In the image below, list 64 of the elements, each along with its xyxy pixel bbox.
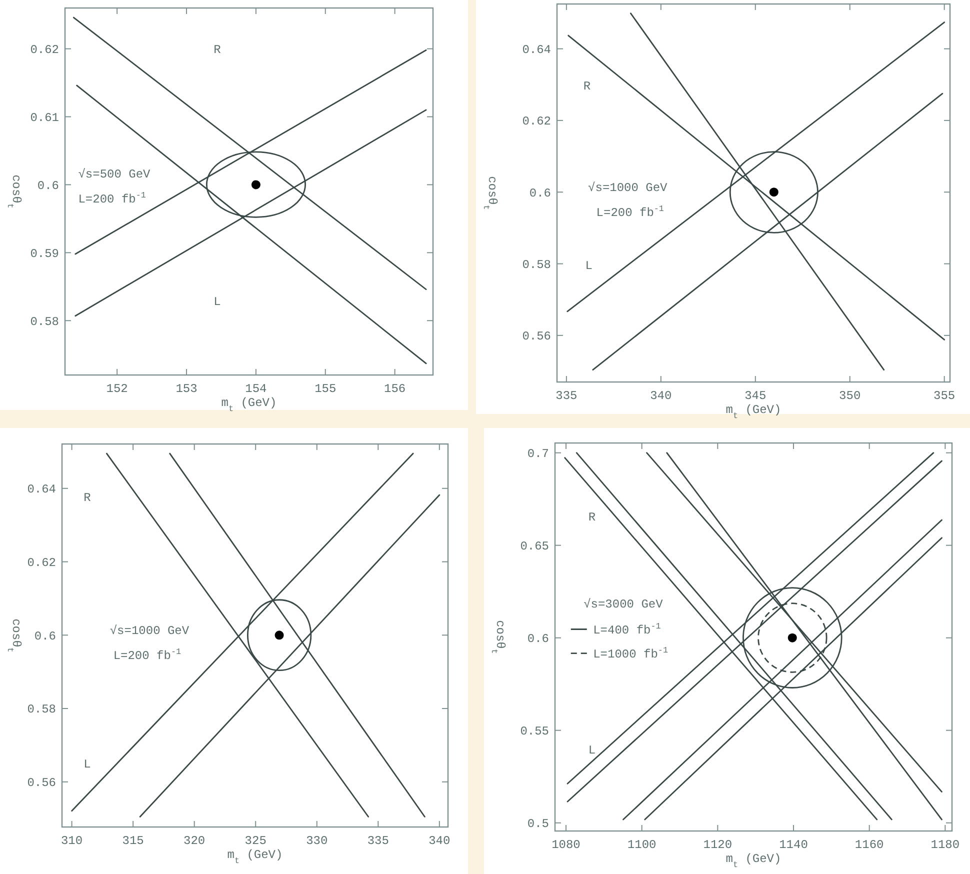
x-tick-label: 154 bbox=[245, 382, 267, 396]
annotation: L=200 fb$^{-1}$ bbox=[596, 204, 664, 220]
y-tick-label: 0.58 bbox=[522, 258, 551, 272]
x-tick-label: 340 bbox=[650, 389, 672, 403]
y-tick-label: 0.65 bbox=[520, 540, 549, 554]
annotation: R bbox=[583, 79, 591, 94]
y-tick-label: 0.6 bbox=[37, 178, 59, 193]
x-tick-label: 1080 bbox=[552, 838, 580, 852]
y-tick-label: 0.58 bbox=[27, 702, 56, 717]
x-axis-title: m$_{t}$ (GeV) bbox=[726, 403, 782, 421]
y-tick-label: 0.56 bbox=[522, 330, 551, 344]
x-tick-label: 1140 bbox=[779, 838, 808, 852]
y-tick-label: 0.5 bbox=[527, 817, 549, 832]
y-tick-label: 0.7 bbox=[527, 447, 549, 462]
x-tick-label: 345 bbox=[744, 389, 766, 403]
y-tick-label: 0.6 bbox=[527, 632, 549, 646]
annotation: R bbox=[588, 510, 596, 525]
x-tick-label: 340 bbox=[428, 834, 450, 848]
annotation: L bbox=[84, 758, 91, 772]
annotation: L bbox=[214, 295, 221, 310]
y-tick-label: 0.59 bbox=[30, 246, 59, 261]
annotation: L=200 fb$^{-1}$ bbox=[78, 190, 146, 207]
x-tick-label: 152 bbox=[106, 382, 128, 396]
annotation: R bbox=[84, 491, 91, 506]
x-tick-label: 153 bbox=[176, 382, 198, 396]
x-tick-label: 315 bbox=[122, 834, 144, 848]
x-tick-label: 1180 bbox=[930, 838, 960, 852]
y-tick-label: 0.56 bbox=[27, 776, 56, 790]
x-axis-title: m$_{t}$ (GeV) bbox=[726, 852, 782, 870]
x-axis-title: m$_{t}$ (GeV) bbox=[221, 396, 277, 414]
annotation: √s=500 GeV bbox=[78, 167, 152, 182]
x-tick-label: 1120 bbox=[703, 838, 732, 852]
x-tick-label: 310 bbox=[61, 834, 83, 848]
x-tick-label: 1160 bbox=[854, 838, 884, 852]
y-tick-label: 0.6 bbox=[34, 629, 56, 644]
x-tick-label: 156 bbox=[384, 382, 406, 396]
annotation: L bbox=[585, 259, 592, 274]
x-tick-label: 155 bbox=[314, 382, 336, 396]
y-tick-label: 0.62 bbox=[30, 42, 59, 57]
y-tick-label: 0.64 bbox=[522, 42, 551, 57]
annotation: √s=1000 GeV bbox=[588, 180, 668, 195]
y-tick-label: 0.61 bbox=[30, 110, 59, 125]
x-axis-title: m$_{t}$ (GeV) bbox=[227, 848, 283, 866]
y-tick-label: 0.55 bbox=[520, 724, 549, 739]
x-tick-label: 335 bbox=[367, 834, 389, 848]
x-tick-label: 320 bbox=[184, 834, 206, 848]
x-tick-label: 350 bbox=[839, 389, 861, 403]
annotation: √s=3000 GeV bbox=[584, 597, 664, 612]
annotation: R bbox=[214, 42, 221, 57]
annotation: L=400 fb$^{-1}$ bbox=[593, 621, 661, 638]
x-tick-label: 355 bbox=[934, 389, 956, 403]
y-tick-label: 0.58 bbox=[30, 314, 59, 329]
y-tick-label: 0.6 bbox=[529, 186, 551, 200]
x-tick-label: 335 bbox=[556, 389, 578, 403]
annotation: L bbox=[588, 743, 596, 758]
annotation: √s=1000 GeV bbox=[110, 624, 190, 638]
annotation: L=200 fb$^{-1}$ bbox=[113, 647, 182, 664]
x-tick-label: 325 bbox=[244, 834, 266, 848]
x-tick-label: 330 bbox=[306, 834, 328, 848]
x-tick-label: 1100 bbox=[627, 838, 656, 852]
y-tick-label: 0.62 bbox=[522, 114, 551, 129]
y-tick-label: 0.64 bbox=[27, 482, 56, 497]
y-tick-label: 0.62 bbox=[27, 556, 56, 570]
annotation: L=1000 fb$^{-1}$ bbox=[593, 645, 668, 662]
